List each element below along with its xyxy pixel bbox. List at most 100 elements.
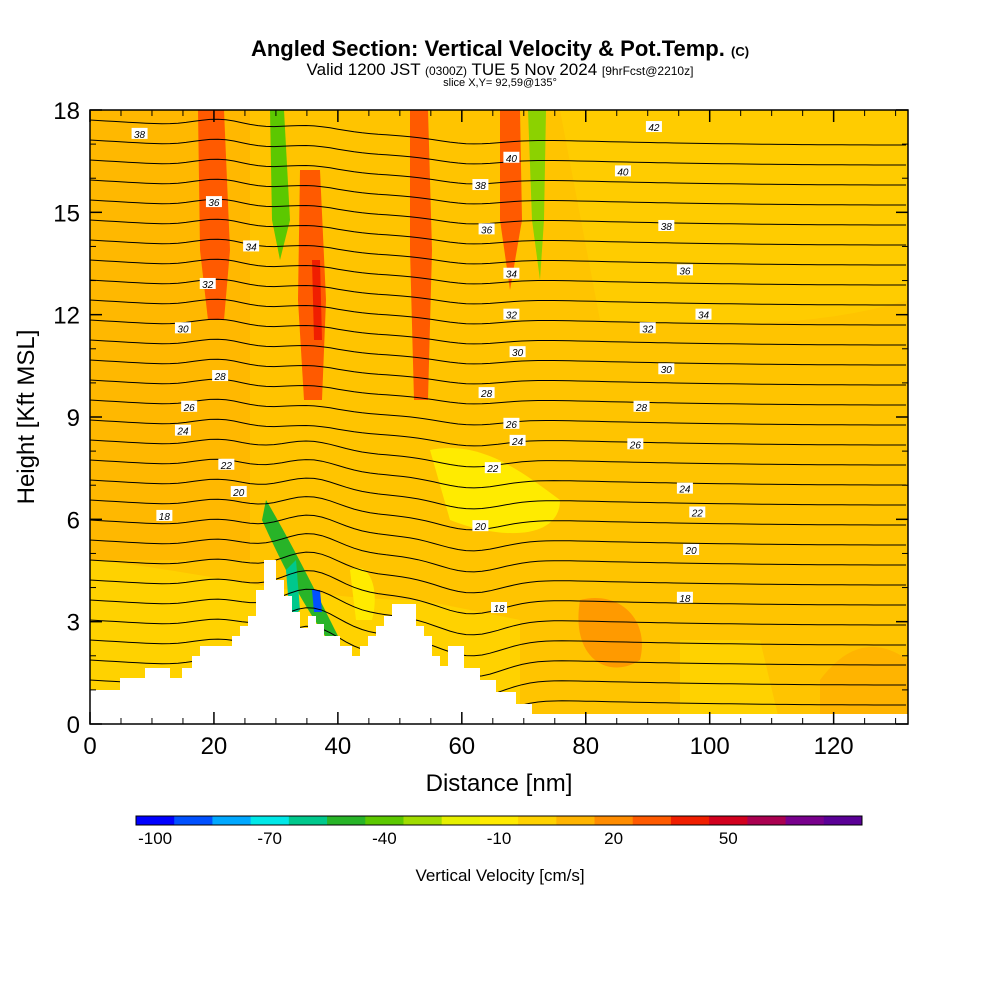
contour-label-bg — [491, 602, 507, 614]
chart-title: Angled Section: Vertical Velocity & Pot.… — [250, 36, 750, 61]
contour-label: 32 — [642, 324, 654, 335]
colorbar-swatch — [632, 816, 672, 825]
colorbar-tick-label: 20 — [604, 829, 623, 848]
contour-label-bg — [199, 277, 216, 289]
field-band — [350, 568, 375, 620]
y-tick-label: 9 — [67, 405, 80, 432]
colorbar-swatch — [288, 816, 328, 825]
updraft-plume — [298, 170, 326, 400]
theta-contour-line — [90, 496, 906, 531]
x-tick-label: 20 — [201, 733, 228, 760]
contour-label: 28 — [635, 403, 648, 414]
colorbar-label: Vertical Velocity [cm/s] — [415, 866, 584, 885]
contour-label: 32 — [506, 311, 518, 322]
theta-contour-line — [90, 514, 906, 552]
theta-contour-line — [90, 198, 906, 226]
contour-label-bg — [645, 121, 662, 133]
contour-label-bg — [676, 591, 693, 603]
contour-label-bg — [614, 165, 631, 177]
contour-label-bg — [212, 370, 229, 382]
contour-label: 28 — [214, 372, 227, 383]
contour-label-bg — [639, 322, 656, 334]
contour-label: 26 — [505, 420, 518, 431]
theta-contour-line — [90, 477, 906, 510]
contour-label-bg — [695, 308, 712, 320]
contour-label-bg — [689, 506, 706, 518]
x-axis-label: Distance [nm] — [426, 770, 573, 797]
contour-label: 30 — [661, 365, 673, 376]
contour-label: 26 — [183, 403, 196, 414]
contour-label-bg — [658, 363, 675, 375]
theta-contour-line — [90, 118, 906, 146]
x-tick-label: 80 — [572, 733, 599, 760]
theta-contour-line — [90, 338, 906, 366]
contour-label-bg — [478, 387, 495, 399]
contour-label: 18 — [493, 604, 505, 615]
contour-label: 40 — [506, 154, 518, 165]
contour-label: 24 — [511, 437, 524, 448]
field-band — [430, 448, 560, 534]
contour-label-bg — [472, 179, 489, 191]
theta-contour-line — [90, 398, 906, 426]
contour-label-bg — [503, 417, 520, 429]
theta-contour-line — [90, 607, 906, 657]
contour-label-bg — [218, 458, 235, 470]
contour-label-bg — [131, 127, 148, 139]
theta-contour-line — [90, 298, 906, 326]
contour-label-bg — [174, 322, 191, 334]
contour-label-bg — [509, 434, 526, 446]
theta-contour-line — [90, 218, 906, 246]
contour-label: 38 — [134, 130, 146, 141]
downdraft-plume — [270, 110, 290, 260]
field-band — [578, 598, 642, 668]
y-axis-label: Height [Kft MSL] — [13, 330, 40, 505]
theta-contour-line — [90, 178, 906, 206]
colorbar-tick-label: -100 — [138, 829, 172, 848]
terrain — [90, 560, 908, 724]
contour-label-bg — [484, 462, 501, 474]
contour-label-bg — [181, 400, 198, 412]
contour-label: 26 — [629, 440, 642, 451]
contour-label: 18 — [159, 512, 171, 523]
theta-contour-line — [90, 533, 906, 573]
contour-label: 28 — [480, 389, 493, 400]
updraft-plume — [410, 110, 432, 400]
contour-label: 18 — [679, 594, 691, 605]
colorbar-swatch — [594, 816, 634, 825]
field-band — [560, 110, 908, 324]
contour-label-bg — [503, 308, 520, 320]
contour-label: 24 — [176, 427, 189, 438]
colorbar-swatch — [518, 816, 557, 825]
downdraft-plume — [312, 590, 322, 612]
contour-label-bg — [509, 346, 526, 358]
contour-label-bg — [230, 486, 247, 498]
theta-contour-line — [90, 158, 906, 186]
contour-label: 38 — [475, 181, 487, 192]
updraft-plume — [312, 260, 322, 340]
colorbar-swatch — [479, 816, 519, 825]
contour-label-bg — [503, 151, 520, 163]
colorbar-swatch — [747, 816, 787, 825]
contour-label: 24 — [678, 485, 691, 496]
contour-label: 20 — [685, 546, 698, 557]
contour-label-bg — [478, 223, 495, 235]
contour-label-bg — [658, 219, 675, 231]
contour-label-bg — [676, 482, 693, 494]
contour-label-bg — [683, 544, 700, 556]
contour-label: 34 — [698, 311, 710, 322]
colorbar-frame — [135, 815, 863, 826]
colorbar-tick-label: 50 — [719, 829, 738, 848]
theta-contour-line — [90, 278, 906, 306]
contour-label-bg — [676, 264, 693, 276]
contour-label: 36 — [208, 198, 220, 209]
contour-label: 22 — [486, 464, 499, 475]
theta-contour-line — [90, 588, 906, 636]
colorbar-swatch — [365, 816, 404, 825]
contour-label: 42 — [648, 123, 660, 134]
contour-label-bg — [633, 400, 650, 412]
chart-valid-time: Valid 1200 JST (0300Z) TUE 5 Nov 2024 [9… — [306, 60, 694, 79]
contour-label-bg — [627, 438, 644, 450]
contour-label: 30 — [512, 348, 524, 359]
colorbar-swatch — [212, 816, 252, 825]
theta-contour-line — [90, 358, 906, 386]
